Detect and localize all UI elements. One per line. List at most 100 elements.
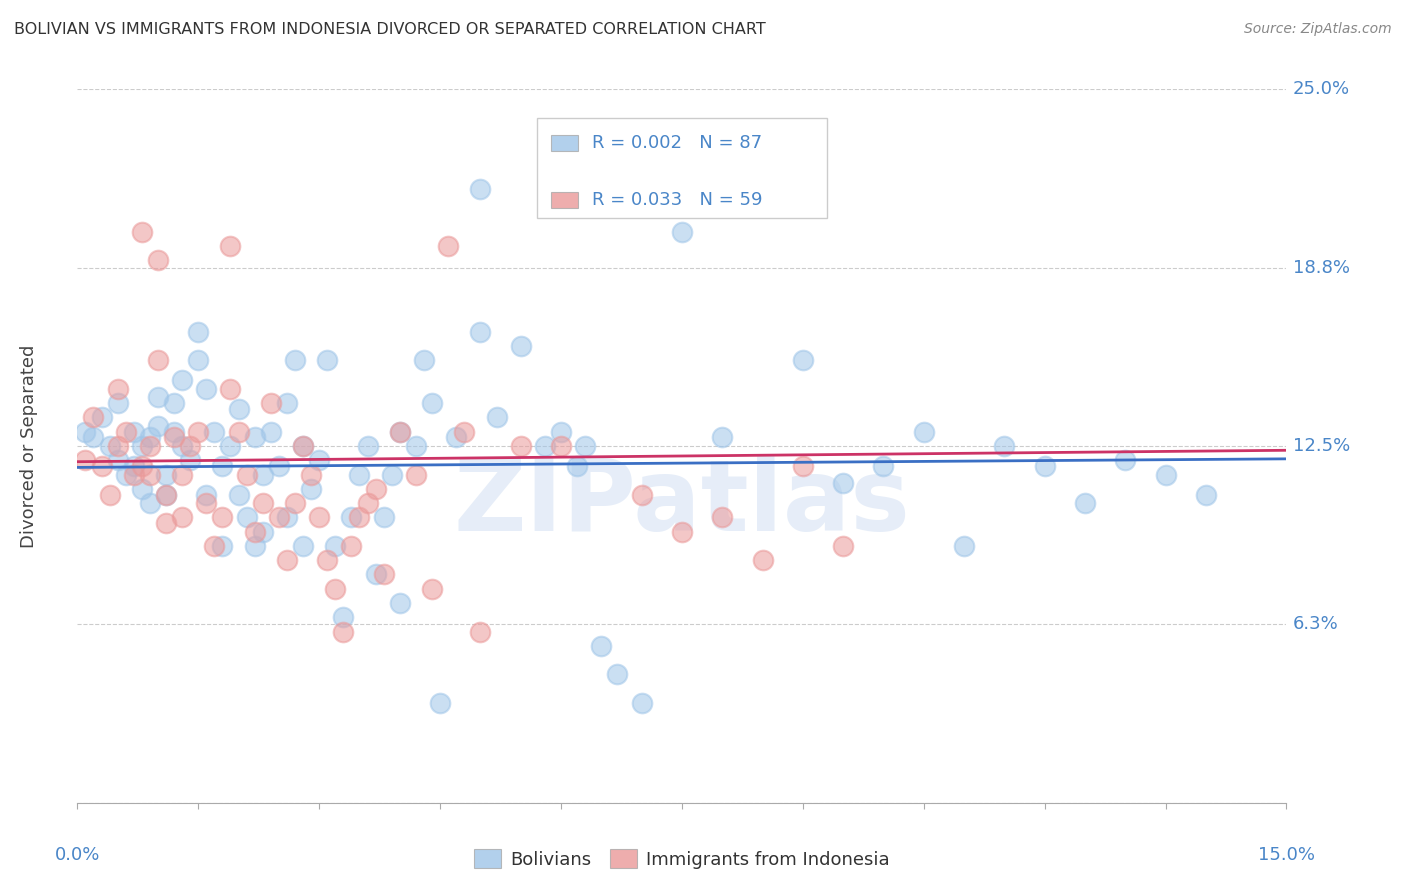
Point [299, 482, 322, 496]
Point [606, 667, 628, 681]
Point [228, 487, 250, 501]
Point [131, 225, 153, 239]
Point [114, 467, 136, 482]
Point [243, 524, 266, 539]
Point [228, 401, 250, 416]
Point [75, 453, 97, 467]
Point [98, 487, 121, 501]
Point [364, 482, 387, 496]
Point [219, 382, 242, 396]
Text: R = 0.002   N = 87: R = 0.002 N = 87 [592, 134, 762, 152]
Point [349, 467, 371, 482]
Point [453, 425, 475, 439]
Point [792, 353, 814, 368]
Point [1074, 496, 1097, 510]
Point [163, 430, 186, 444]
Point [202, 425, 225, 439]
Point [292, 439, 315, 453]
Point [550, 439, 572, 453]
Point [195, 382, 218, 396]
Point [437, 239, 460, 253]
Point [912, 425, 935, 439]
Point [332, 610, 354, 624]
Point [381, 467, 404, 482]
Point [509, 339, 531, 353]
Point [98, 439, 121, 453]
Point [107, 439, 129, 453]
Point [340, 539, 363, 553]
Point [316, 553, 339, 567]
Point [340, 510, 363, 524]
Point [90, 458, 112, 473]
Point [146, 391, 169, 405]
Point [146, 253, 169, 268]
Point [349, 510, 371, 524]
Point [172, 439, 194, 453]
Point [356, 439, 378, 453]
Point [388, 425, 411, 439]
Point [260, 425, 283, 439]
Point [122, 425, 145, 439]
Point [211, 510, 233, 524]
Point [832, 539, 855, 553]
Point [509, 439, 531, 453]
Point [671, 225, 693, 239]
Point [284, 353, 307, 368]
Point [179, 453, 201, 467]
Point [267, 458, 290, 473]
Point [172, 373, 194, 387]
Text: 25.0%: 25.0% [1292, 80, 1350, 98]
Point [1033, 458, 1056, 473]
Point [420, 582, 443, 596]
Point [235, 510, 257, 524]
Text: 15.0%: 15.0% [1258, 846, 1315, 863]
Point [195, 487, 218, 501]
Point [953, 539, 976, 553]
Point [107, 453, 129, 467]
Point [534, 439, 557, 453]
Point [139, 430, 162, 444]
Point [82, 410, 104, 425]
Point [671, 524, 693, 539]
Point [630, 696, 652, 710]
Point [299, 467, 322, 482]
Point [308, 453, 330, 467]
Text: 18.8%: 18.8% [1292, 259, 1350, 277]
Text: 12.5%: 12.5% [1292, 437, 1350, 455]
Point [711, 430, 734, 444]
Point [260, 396, 283, 410]
Point [1154, 467, 1177, 482]
Point [155, 467, 177, 482]
FancyBboxPatch shape [551, 192, 578, 208]
Point [292, 439, 315, 453]
Point [413, 353, 436, 368]
Point [139, 467, 162, 482]
Point [284, 496, 307, 510]
Point [751, 553, 773, 567]
Point [630, 487, 652, 501]
Text: Divorced or Separated: Divorced or Separated [20, 344, 38, 548]
Point [243, 430, 266, 444]
Point [470, 325, 492, 339]
Point [308, 510, 330, 524]
Text: R = 0.033   N = 59: R = 0.033 N = 59 [592, 191, 763, 209]
Point [832, 476, 855, 491]
Point [219, 439, 242, 453]
Point [332, 624, 354, 639]
Point [565, 458, 588, 473]
Text: ZIPatlas: ZIPatlas [454, 455, 910, 551]
Point [131, 482, 153, 496]
Point [252, 524, 274, 539]
Point [711, 510, 734, 524]
FancyBboxPatch shape [551, 135, 578, 151]
Point [211, 458, 233, 473]
Point [792, 458, 814, 473]
Point [114, 425, 136, 439]
Point [388, 425, 411, 439]
Point [235, 467, 257, 482]
Point [122, 458, 145, 473]
Point [122, 467, 145, 482]
Point [146, 353, 169, 368]
Point [139, 496, 162, 510]
Point [155, 516, 177, 530]
